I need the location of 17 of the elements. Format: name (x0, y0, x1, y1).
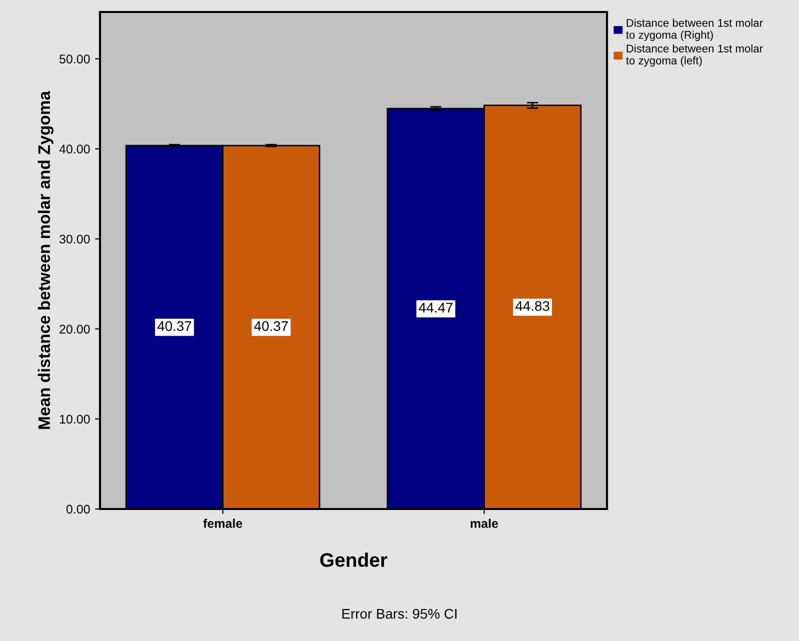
y-tick-label: 0.00 (66, 504, 90, 514)
x-axis-title: Gender (320, 552, 388, 567)
legend-label: Distance between 1st molar to zygoma (left) (626, 44, 763, 67)
y-tick-label: 50.00 (60, 54, 90, 64)
x-tick-label: male (470, 518, 498, 528)
y-tick-label: 30.00 (59, 234, 90, 244)
data-label: 40.37 (254, 321, 288, 331)
data-label: 44.47 (418, 302, 453, 312)
legend-label: Distance between 1st molar to zygoma (Right) (626, 18, 763, 41)
text: Error Bars: 95% CI (342, 608, 456, 619)
y-tick-label: 40.00 (59, 144, 90, 154)
y-tick-label: 10.00 (60, 414, 90, 424)
data-label: 40.37 (157, 321, 192, 331)
x-tick-label: female (203, 518, 242, 528)
y-tick-label: 20.00 (60, 324, 90, 334)
y-axis-title: Mean distance between molar and Zygoma (38, 90, 54, 429)
data-label: 44.83 (515, 301, 550, 311)
